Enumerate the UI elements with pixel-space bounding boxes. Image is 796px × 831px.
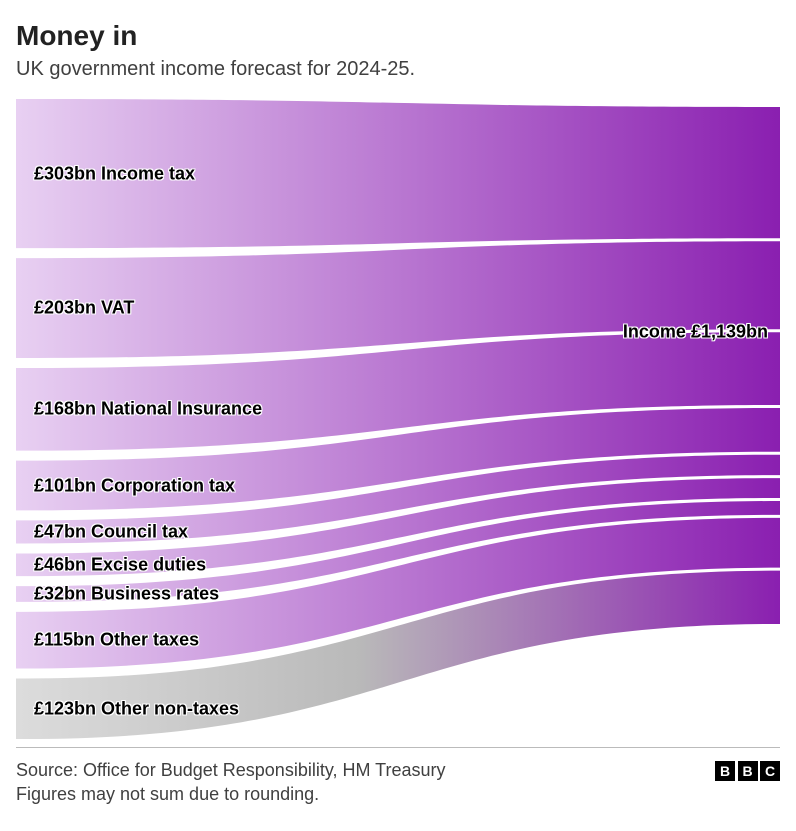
chart-title: Money in <box>16 20 780 52</box>
chart-footer: Source: Office for Budget Responsibility… <box>16 758 780 807</box>
footer-source: Source: Office for Budget Responsibility… <box>16 758 446 782</box>
footer-divider <box>16 747 780 748</box>
chart-subtitle: UK government income forecast for 2024-2… <box>16 58 780 81</box>
bbc-logo-box: C <box>760 761 780 781</box>
sankey-chart: £303bn Income tax£203bn VAT£168bn Nation… <box>16 99 780 739</box>
footer-note: Figures may not sum due to rounding. <box>16 782 446 806</box>
footer-text: Source: Office for Budget Responsibility… <box>16 758 446 807</box>
sankey-flow <box>16 99 780 248</box>
bbc-logo-box: B <box>738 761 758 781</box>
bbc-logo-box: B <box>715 761 735 781</box>
bbc-logo: BBC <box>715 761 780 781</box>
